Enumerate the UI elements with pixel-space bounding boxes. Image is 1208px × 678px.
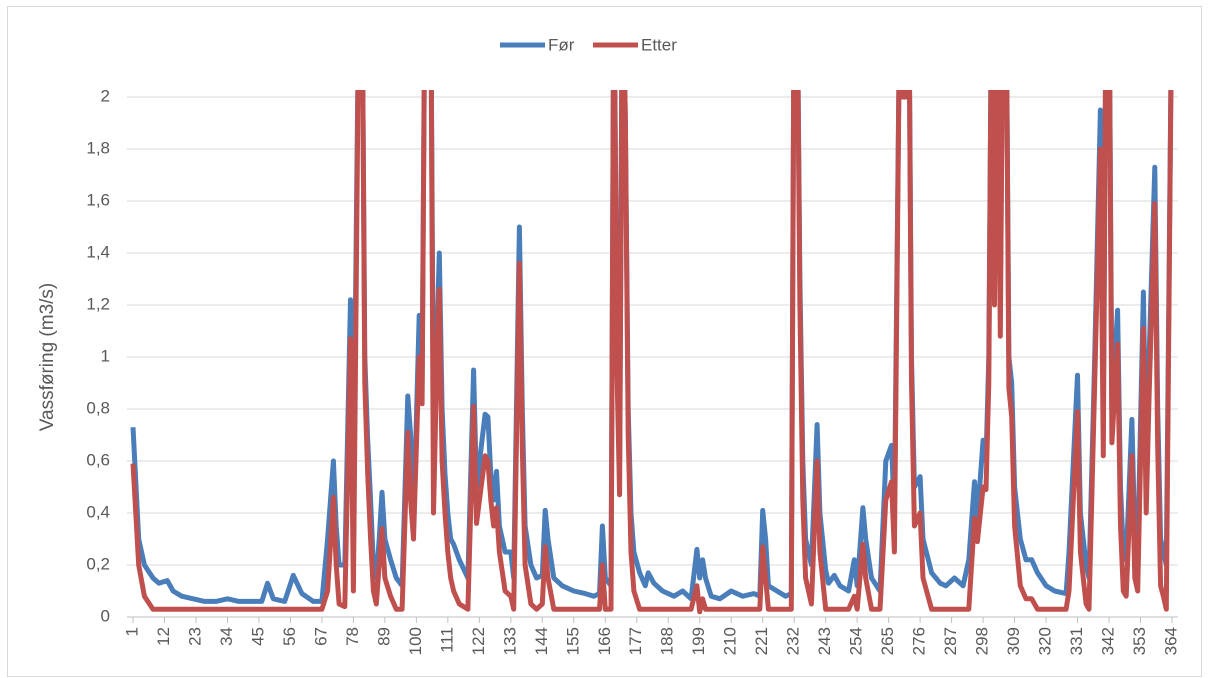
x-tick-label: 353: [1130, 627, 1149, 655]
x-tick-label: 45: [248, 627, 267, 646]
x-tick-label: 265: [878, 627, 897, 655]
legend-label: Etter: [641, 35, 677, 54]
x-tick-label: 320: [1036, 627, 1055, 655]
plot-area: [130, 90, 1174, 615]
x-tick-label: 34: [217, 627, 236, 646]
legend-label: Før: [548, 35, 575, 54]
x-tick-label: 210: [721, 627, 740, 655]
x-tick-label: 199: [689, 627, 708, 655]
y-tick-label: 0,8: [86, 398, 110, 417]
x-tick-label: 111: [437, 627, 456, 653]
x-tick-label: 166: [595, 627, 614, 655]
y-axis-label: Vassføring (m3/s): [37, 283, 58, 432]
y-tick-label: 1: [101, 346, 110, 365]
data-line: [130, 90, 1174, 615]
x-tick-label: 287: [941, 627, 960, 655]
y-tick-label: 0: [101, 606, 110, 625]
x-tick-label: 331: [1067, 627, 1086, 655]
x-tick-label: 221: [752, 627, 771, 655]
x-tick-label: 232: [784, 627, 803, 655]
x-tick-label: 276: [910, 627, 929, 655]
y-tick-label: 0,6: [86, 450, 110, 469]
x-tick-label: 144: [532, 627, 551, 655]
x-tick-label: 243: [815, 627, 834, 655]
y-tick-label: 1,6: [86, 190, 110, 209]
x-tick-label: 23: [185, 627, 204, 646]
x-tick-label: 12: [154, 627, 173, 646]
x-tick-label: 67: [311, 627, 330, 646]
x-tick-label: 298: [973, 627, 992, 655]
y-tick-label: 1,2: [86, 294, 110, 313]
x-tick-label: 78: [343, 627, 362, 646]
y-tick-label: 0,2: [86, 554, 110, 573]
y-tick-label: 1,8: [86, 138, 110, 157]
x-tick-label: 188: [658, 627, 677, 655]
x-tick-label: 155: [563, 627, 582, 655]
y-tick-label: 0,4: [86, 502, 110, 521]
x-tick-label: 177: [626, 627, 645, 655]
x-tick-label: 56: [280, 627, 299, 646]
x-tick-label: 309: [1004, 627, 1023, 655]
y-tick-label: 1,4: [86, 242, 110, 261]
x-tick-label: 254: [847, 627, 866, 655]
x-tick-label: 122: [469, 627, 488, 655]
x-tick-label: 100: [406, 627, 425, 655]
x-tick-label: 1: [122, 627, 141, 636]
x-tick-label: 89: [374, 627, 393, 646]
x-tick-label: 133: [500, 627, 519, 655]
y-tick-label: 2: [101, 86, 110, 105]
x-tick-label: 342: [1099, 627, 1118, 655]
x-tick-label: 364: [1161, 627, 1180, 655]
